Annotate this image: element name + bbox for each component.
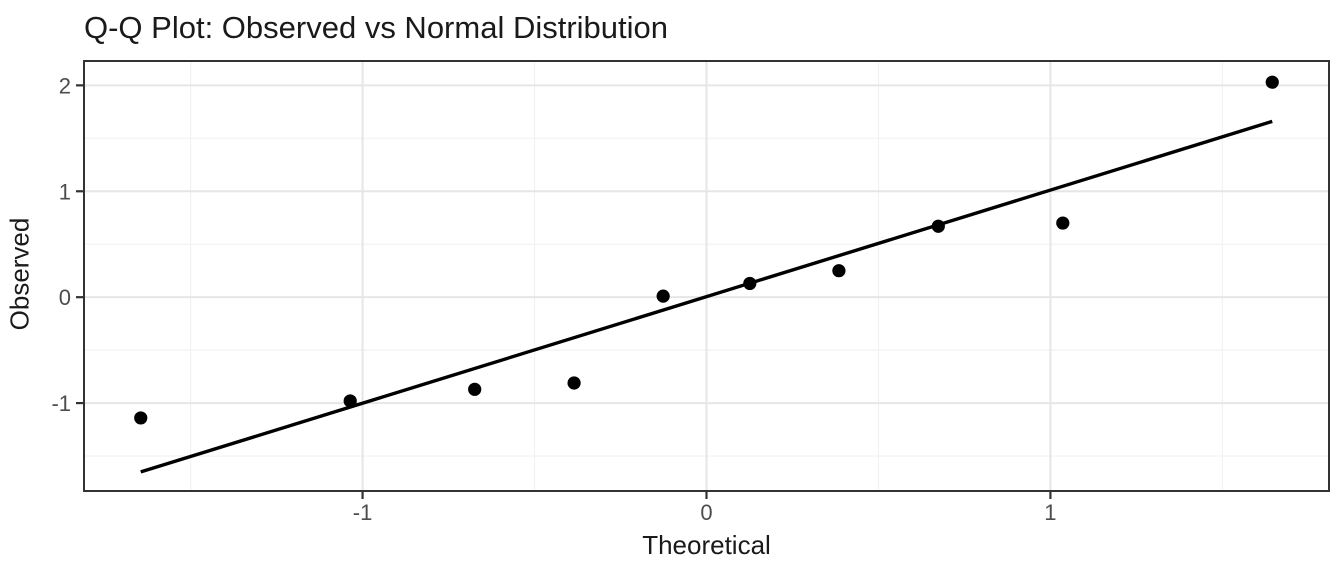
x-tick-label: 1 (1044, 500, 1056, 525)
y-tick-label: 1 (59, 179, 71, 204)
data-point (1265, 75, 1279, 89)
x-axis-title: Theoretical (642, 530, 771, 560)
plot-title: Q-Q Plot: Observed vs Normal Distributio… (84, 10, 669, 45)
x-tick-label: 0 (700, 500, 712, 525)
data-point (1056, 216, 1070, 230)
data-point (832, 264, 846, 278)
y-tick-label: 0 (59, 285, 71, 310)
data-point (567, 376, 581, 390)
x-tick-label: -1 (353, 500, 373, 525)
y-tick-label: 2 (59, 73, 71, 98)
data-point (656, 289, 670, 303)
data-point (134, 411, 148, 425)
data-point (343, 394, 357, 408)
y-axis-title: Observed (4, 217, 35, 331)
y-tick-label: -1 (51, 391, 71, 416)
data-point (468, 382, 482, 396)
reference-line (140, 119, 1273, 474)
data-point (931, 219, 945, 233)
data-point (743, 276, 757, 291)
